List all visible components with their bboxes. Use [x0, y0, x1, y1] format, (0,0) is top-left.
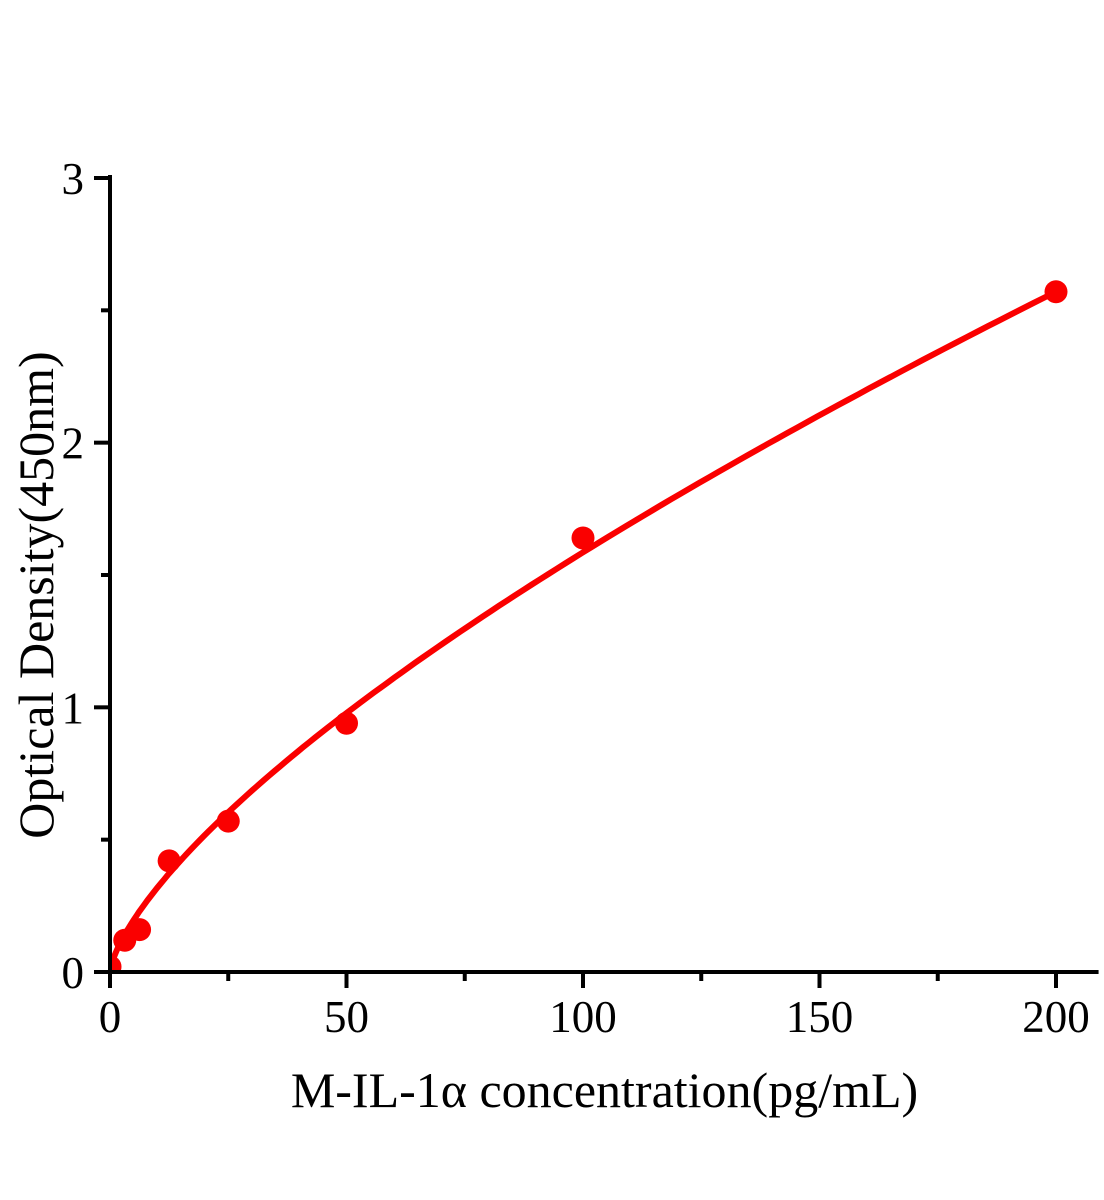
data-point — [216, 809, 240, 833]
data-point — [157, 849, 181, 873]
y-tick-label: 2 — [62, 419, 85, 469]
x-tick-label: 200 — [1022, 992, 1090, 1042]
y-axis-title: Optical Density(450nm) — [8, 351, 64, 839]
x-tick-label: 150 — [786, 992, 854, 1042]
x-tick-label: 100 — [549, 992, 617, 1042]
data-point — [571, 526, 595, 550]
y-tick-label: 3 — [62, 154, 85, 204]
x-tick-label: 0 — [99, 992, 122, 1042]
data-point — [112, 955, 122, 970]
y-tick-label: 1 — [62, 683, 85, 733]
data-point — [335, 711, 358, 735]
x-tick-label: 50 — [324, 992, 369, 1042]
fit-curve — [112, 288, 1059, 970]
data-point — [1044, 280, 1068, 304]
y-tick-label: 0 — [62, 948, 85, 998]
x-axis-title: M-IL-1α concentration(pg/mL) — [290, 1062, 919, 1118]
data-point — [128, 918, 152, 942]
